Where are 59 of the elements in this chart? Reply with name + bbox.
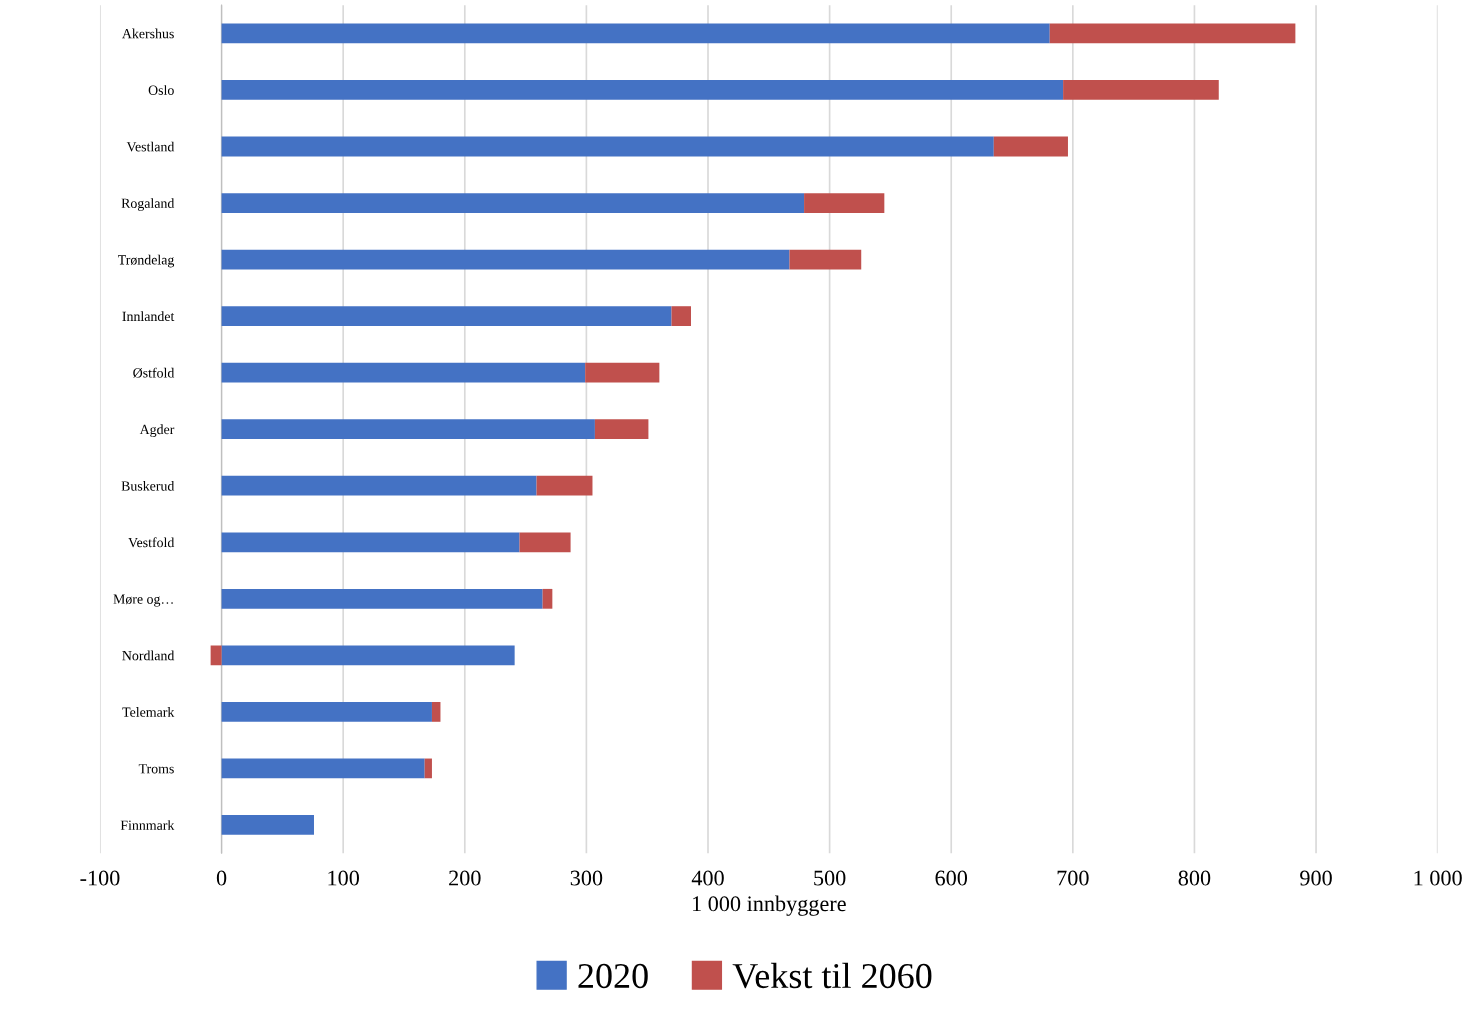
bar xyxy=(993,136,1068,157)
bar xyxy=(519,532,571,553)
y-tick-label: Nordland xyxy=(122,650,175,661)
bar xyxy=(221,645,515,666)
x-tick-label: 200 xyxy=(449,870,481,886)
bar xyxy=(431,702,441,722)
y-tick-label: Vestland xyxy=(126,141,175,152)
bar xyxy=(536,475,593,496)
bar xyxy=(221,136,994,157)
bar xyxy=(594,419,649,440)
y-tick-label: Agder xyxy=(139,424,175,438)
x-tick-label: 500 xyxy=(814,870,846,886)
y-tick-label: Telemark xyxy=(122,707,175,717)
bar xyxy=(221,702,432,722)
bar xyxy=(1063,80,1219,100)
bar xyxy=(221,306,672,326)
x-tick-label: 0 xyxy=(216,870,227,886)
x-tick-label: 1 000 xyxy=(1414,870,1462,886)
x-tick-label: 900 xyxy=(1300,870,1332,886)
bar xyxy=(221,815,314,835)
y-tick-label: Finnmark xyxy=(120,820,175,830)
bar xyxy=(424,758,432,779)
x-tick-label: -100 xyxy=(80,870,120,886)
y-tick-label: Rogaland xyxy=(121,198,175,211)
y-tick-label: Møre og… xyxy=(113,594,173,607)
bar xyxy=(804,193,885,213)
bar xyxy=(221,475,537,496)
bar xyxy=(221,249,790,270)
y-tick-label: Innlandet xyxy=(122,311,175,322)
x-tick-label: 600 xyxy=(935,870,968,886)
bar xyxy=(210,645,222,666)
bar xyxy=(221,419,595,440)
x-tick-label: 800 xyxy=(1178,870,1211,886)
bar xyxy=(1049,23,1296,44)
bar xyxy=(221,23,1050,44)
y-tick-label: Trøndelag xyxy=(118,254,175,268)
y-tick-label: Østfold xyxy=(133,367,175,378)
x-tick-label: 100 xyxy=(328,870,359,886)
y-tick-label: Vestfold xyxy=(128,537,175,548)
bar xyxy=(221,362,586,383)
x-tick-label: 300 xyxy=(570,870,603,886)
y-tick-label: Oslo xyxy=(148,85,174,95)
bar xyxy=(221,758,425,779)
bar xyxy=(221,532,520,553)
legend-label: Vekst til 2060 xyxy=(732,962,932,989)
bar xyxy=(542,588,553,609)
x-axis-title: 1 000 innbyggere xyxy=(693,895,846,916)
x-tick-label: 400 xyxy=(691,870,724,886)
y-tick-label: Troms xyxy=(138,764,174,774)
x-tick-label: 700 xyxy=(1057,870,1089,886)
bar xyxy=(789,249,862,270)
bar xyxy=(585,362,660,383)
bar xyxy=(221,193,805,213)
legend-label: 2020 xyxy=(578,963,648,989)
bar xyxy=(221,80,1064,100)
y-tick-label: Buskerud xyxy=(121,480,175,491)
y-tick-label: Akershus xyxy=(122,28,174,39)
bar xyxy=(221,588,543,609)
bar xyxy=(671,306,691,326)
